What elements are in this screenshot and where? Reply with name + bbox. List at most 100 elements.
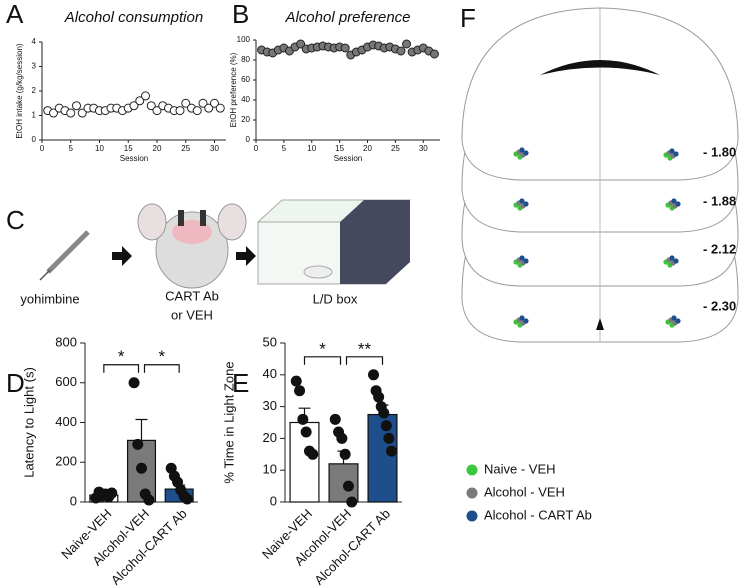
x-tick-label: 5	[69, 144, 74, 153]
legend-swatch	[466, 464, 478, 476]
legend-label: Alcohol - VEH	[484, 484, 565, 499]
injection-site	[671, 315, 677, 321]
data-point	[297, 413, 309, 425]
data-point	[294, 385, 306, 397]
error-bar	[135, 418, 148, 441]
x-tick-label: 30	[419, 144, 428, 153]
data-point	[132, 438, 144, 450]
data-point	[290, 375, 302, 387]
x-tick-label: 15	[124, 144, 133, 153]
arrow	[112, 246, 132, 266]
y-axis-label: EtOH preference (%)	[229, 52, 238, 127]
mouse-ear	[217, 203, 247, 241]
data-point	[383, 432, 395, 444]
point	[204, 103, 214, 113]
injection-site	[669, 255, 675, 261]
step-label: L/D box	[313, 291, 358, 306]
brain-sections	[461, 7, 739, 343]
x-tick-label: 30	[210, 144, 219, 153]
injection-site	[669, 148, 675, 154]
step-label: CART Ab	[165, 288, 219, 303]
point	[198, 98, 208, 108]
data-point	[339, 448, 351, 460]
level-label: - 2.30	[703, 298, 736, 313]
data-point	[385, 445, 397, 457]
significance-label: *	[118, 347, 125, 366]
x-tick-label: 10	[95, 144, 104, 153]
point	[77, 108, 87, 118]
injection-site	[523, 201, 529, 207]
y-tick-label: 80	[241, 55, 250, 64]
chart-title: Alcohol preference	[284, 9, 410, 26]
y-tick-label: 200	[55, 454, 77, 469]
point	[296, 39, 306, 49]
level-label: - 1.88	[703, 193, 736, 208]
point	[181, 98, 191, 108]
y-tick-label: 0	[270, 493, 277, 508]
point	[396, 46, 406, 56]
injection-site	[673, 258, 679, 264]
significance-bracket	[103, 364, 140, 373]
y-tick-label: 400	[55, 414, 77, 429]
injection-site	[523, 318, 529, 324]
dark-side	[340, 200, 410, 284]
panel-letter: A	[6, 0, 24, 29]
x-axis-label: Session	[334, 154, 362, 163]
point	[49, 108, 58, 118]
y-axis-label: EtOH intake (g/kg/session)	[15, 43, 24, 138]
y-tick-label: 30	[263, 398, 277, 413]
significance-bracket	[143, 364, 180, 373]
data-point	[378, 407, 390, 419]
data-point	[342, 480, 354, 492]
mouse	[303, 265, 333, 279]
data-point	[143, 494, 155, 506]
data-point	[106, 487, 118, 499]
data-point	[329, 413, 341, 425]
panel-letter: C	[6, 205, 25, 235]
data-point	[300, 426, 312, 438]
y-axis-label: Latency to Light (s)	[21, 367, 36, 478]
point	[215, 103, 225, 113]
significance-label: **	[358, 339, 372, 358]
point	[152, 106, 162, 116]
y-tick-label: 0	[32, 135, 37, 144]
level-label: - 1.80	[703, 144, 736, 159]
injection-site	[519, 255, 525, 261]
significance-bracket	[303, 356, 342, 365]
level-label: - 2.12	[703, 241, 736, 256]
ventricle	[540, 60, 660, 75]
data-point	[368, 369, 380, 381]
point	[402, 39, 412, 49]
data-point	[181, 493, 193, 505]
needle	[39, 269, 51, 281]
y-tick-label: 100	[237, 35, 251, 44]
significance-label: *	[319, 339, 326, 358]
panel-letter: B	[232, 0, 249, 29]
arrow	[236, 246, 256, 266]
injection-site	[519, 198, 525, 204]
x-tick-label: 15	[335, 144, 344, 153]
cannula	[200, 210, 206, 226]
y-tick-label: 3	[32, 62, 37, 71]
point	[135, 96, 145, 106]
data-point	[373, 391, 385, 403]
mouse-ear	[137, 203, 167, 241]
point	[66, 108, 76, 118]
injection-site	[675, 318, 681, 324]
injection-site	[671, 198, 677, 204]
x-tick-label: 25	[181, 144, 190, 153]
bar	[328, 463, 359, 503]
panel-letter: E	[232, 368, 249, 398]
legend-label: Naive - VEH	[484, 461, 556, 476]
step-label: or VEH	[171, 307, 213, 322]
x-tick-label: 0	[254, 144, 259, 153]
point	[146, 101, 156, 111]
y-tick-label: 4	[32, 37, 37, 46]
significance-bracket	[345, 356, 384, 365]
data-point	[380, 420, 392, 432]
point	[340, 43, 350, 53]
y-tick-label: 40	[263, 366, 277, 381]
y-tick-label: 20	[241, 115, 250, 124]
y-tick-label: 800	[55, 334, 77, 349]
